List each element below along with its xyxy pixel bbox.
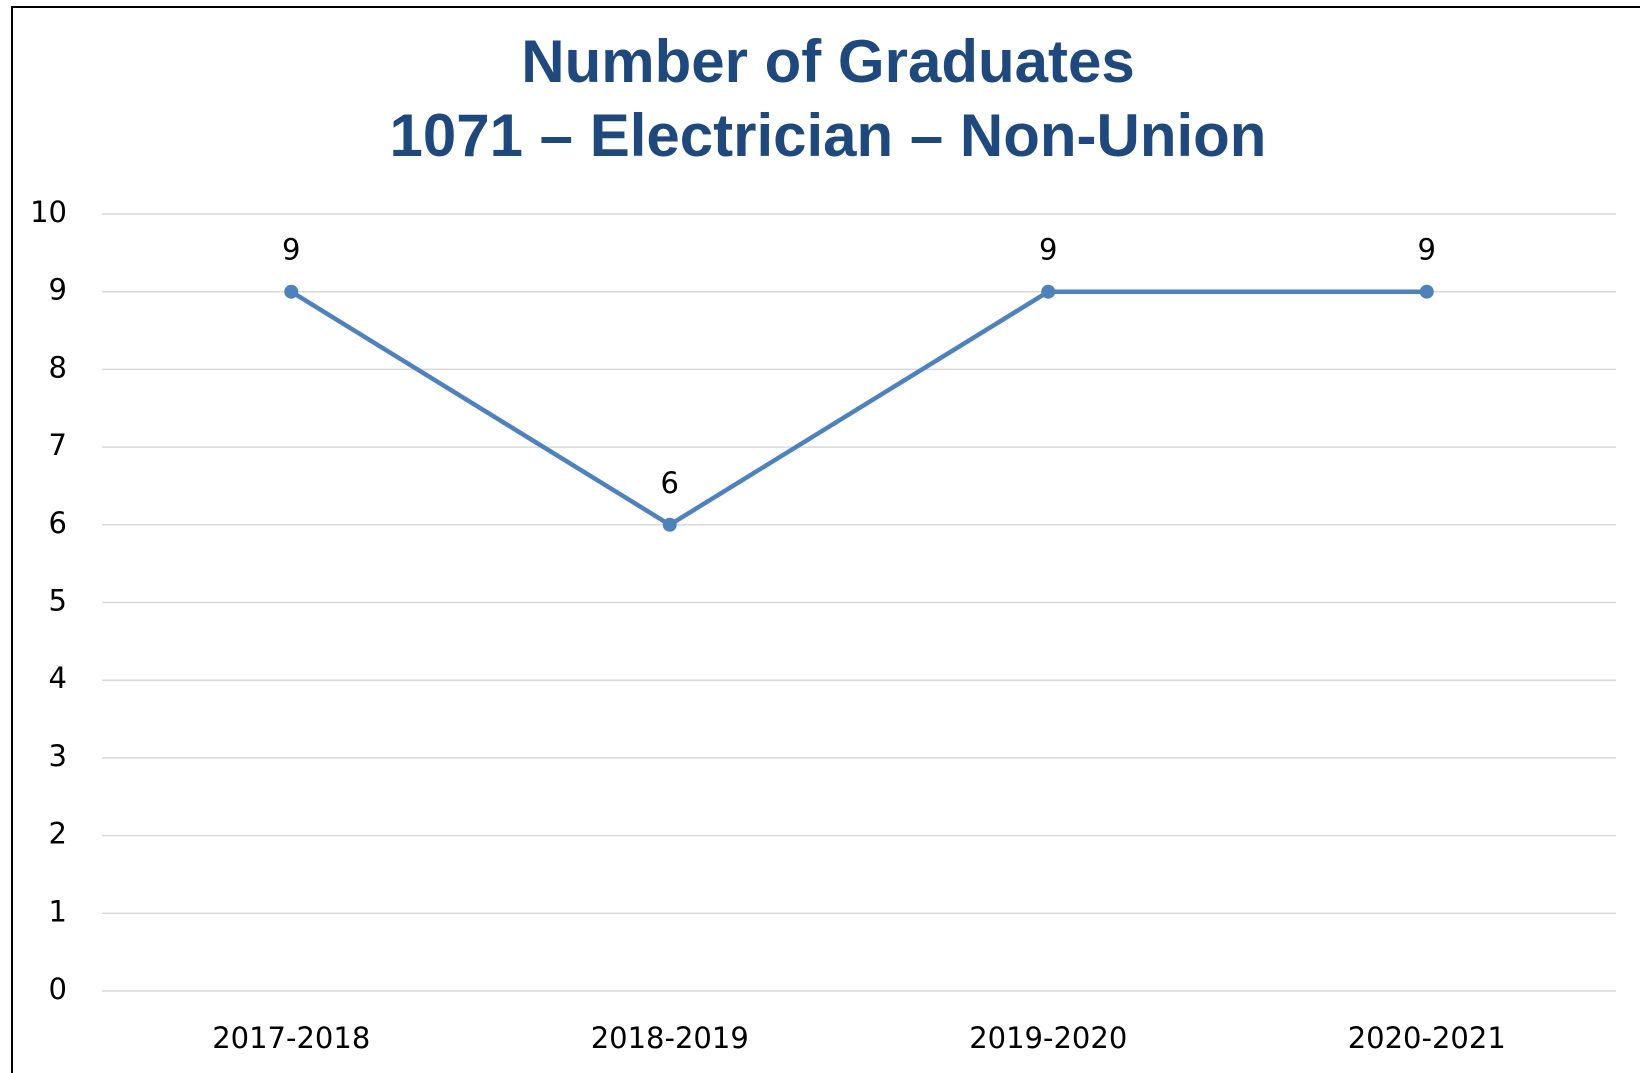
line: [290, 289, 1427, 528]
x-tick-label: 2018-2019: [591, 1021, 749, 1055]
y-tick-label: 0: [49, 972, 67, 1006]
x-tick-label: 2017-2018: [212, 1021, 370, 1055]
x-tick-label: 2020-2021: [1348, 1021, 1506, 1055]
y-tick-label: 3: [49, 739, 67, 773]
point: [284, 284, 299, 299]
y-tick-label: 10: [30, 195, 67, 229]
data-label: 9: [282, 233, 300, 267]
data-label: 9: [1418, 233, 1436, 267]
chart-title: Number of Graduates: [521, 28, 1134, 95]
y-tick-label: 8: [49, 350, 67, 384]
x-tick-label: 2019-2020: [969, 1021, 1127, 1055]
y-tick-label: 5: [49, 584, 67, 618]
point: [1041, 284, 1056, 299]
y-tick-label: 2: [49, 817, 67, 851]
chart-border: [11, 6, 1640, 1073]
point: [662, 517, 677, 532]
point: [1419, 284, 1434, 299]
y-tick-label: 4: [49, 661, 67, 695]
data-label: 6: [661, 466, 679, 500]
y-tick-label: 6: [49, 506, 67, 540]
data-label: 9: [1039, 233, 1057, 267]
y-tick-label: 9: [49, 273, 67, 307]
y-tick-label: 7: [49, 428, 67, 462]
y-tick-label: 1: [49, 894, 67, 928]
chart-subtitle: 1071 – Electrician – Non-Union: [390, 102, 1267, 169]
